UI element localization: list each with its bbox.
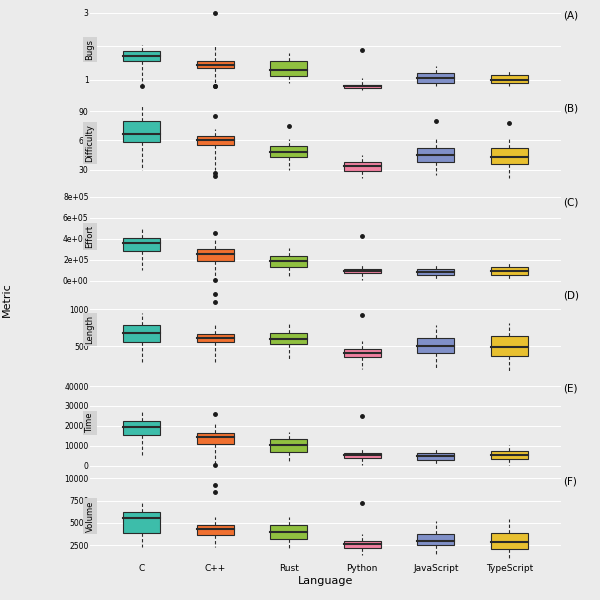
FancyBboxPatch shape bbox=[344, 162, 380, 171]
FancyBboxPatch shape bbox=[491, 266, 528, 275]
FancyBboxPatch shape bbox=[197, 334, 233, 342]
Text: Volume: Volume bbox=[86, 500, 95, 532]
FancyBboxPatch shape bbox=[344, 85, 380, 88]
FancyBboxPatch shape bbox=[418, 269, 454, 275]
FancyBboxPatch shape bbox=[123, 121, 160, 142]
FancyBboxPatch shape bbox=[418, 338, 454, 353]
Text: (D): (D) bbox=[563, 290, 580, 301]
FancyBboxPatch shape bbox=[491, 451, 528, 458]
FancyBboxPatch shape bbox=[418, 452, 454, 460]
FancyBboxPatch shape bbox=[123, 52, 160, 61]
Text: Difficulty: Difficulty bbox=[86, 124, 95, 162]
FancyBboxPatch shape bbox=[344, 269, 380, 273]
Text: Time: Time bbox=[86, 413, 95, 433]
FancyBboxPatch shape bbox=[344, 541, 380, 548]
FancyBboxPatch shape bbox=[271, 333, 307, 344]
FancyBboxPatch shape bbox=[491, 533, 528, 550]
FancyBboxPatch shape bbox=[123, 512, 160, 533]
Text: Metric: Metric bbox=[2, 283, 12, 317]
FancyBboxPatch shape bbox=[197, 250, 233, 261]
FancyBboxPatch shape bbox=[123, 325, 160, 342]
FancyBboxPatch shape bbox=[491, 74, 528, 83]
Text: Bugs: Bugs bbox=[86, 39, 95, 60]
FancyBboxPatch shape bbox=[271, 439, 307, 452]
FancyBboxPatch shape bbox=[123, 238, 160, 251]
X-axis label: Language: Language bbox=[298, 576, 353, 586]
FancyBboxPatch shape bbox=[271, 526, 307, 539]
FancyBboxPatch shape bbox=[344, 349, 380, 357]
Text: (C): (C) bbox=[563, 197, 579, 207]
Text: (F): (F) bbox=[563, 477, 577, 487]
FancyBboxPatch shape bbox=[344, 452, 380, 458]
FancyBboxPatch shape bbox=[197, 136, 233, 145]
Text: (A): (A) bbox=[563, 10, 578, 20]
Text: (B): (B) bbox=[563, 104, 578, 114]
FancyBboxPatch shape bbox=[197, 524, 233, 535]
Text: (E): (E) bbox=[563, 383, 578, 394]
FancyBboxPatch shape bbox=[271, 256, 307, 267]
FancyBboxPatch shape bbox=[491, 336, 528, 356]
Text: Effort: Effort bbox=[86, 224, 95, 248]
FancyBboxPatch shape bbox=[197, 433, 233, 443]
FancyBboxPatch shape bbox=[197, 61, 233, 68]
FancyBboxPatch shape bbox=[271, 146, 307, 157]
FancyBboxPatch shape bbox=[418, 148, 454, 162]
FancyBboxPatch shape bbox=[271, 61, 307, 76]
FancyBboxPatch shape bbox=[491, 148, 528, 164]
FancyBboxPatch shape bbox=[418, 73, 454, 83]
Text: Length: Length bbox=[86, 315, 95, 344]
FancyBboxPatch shape bbox=[418, 535, 454, 545]
FancyBboxPatch shape bbox=[123, 421, 160, 435]
